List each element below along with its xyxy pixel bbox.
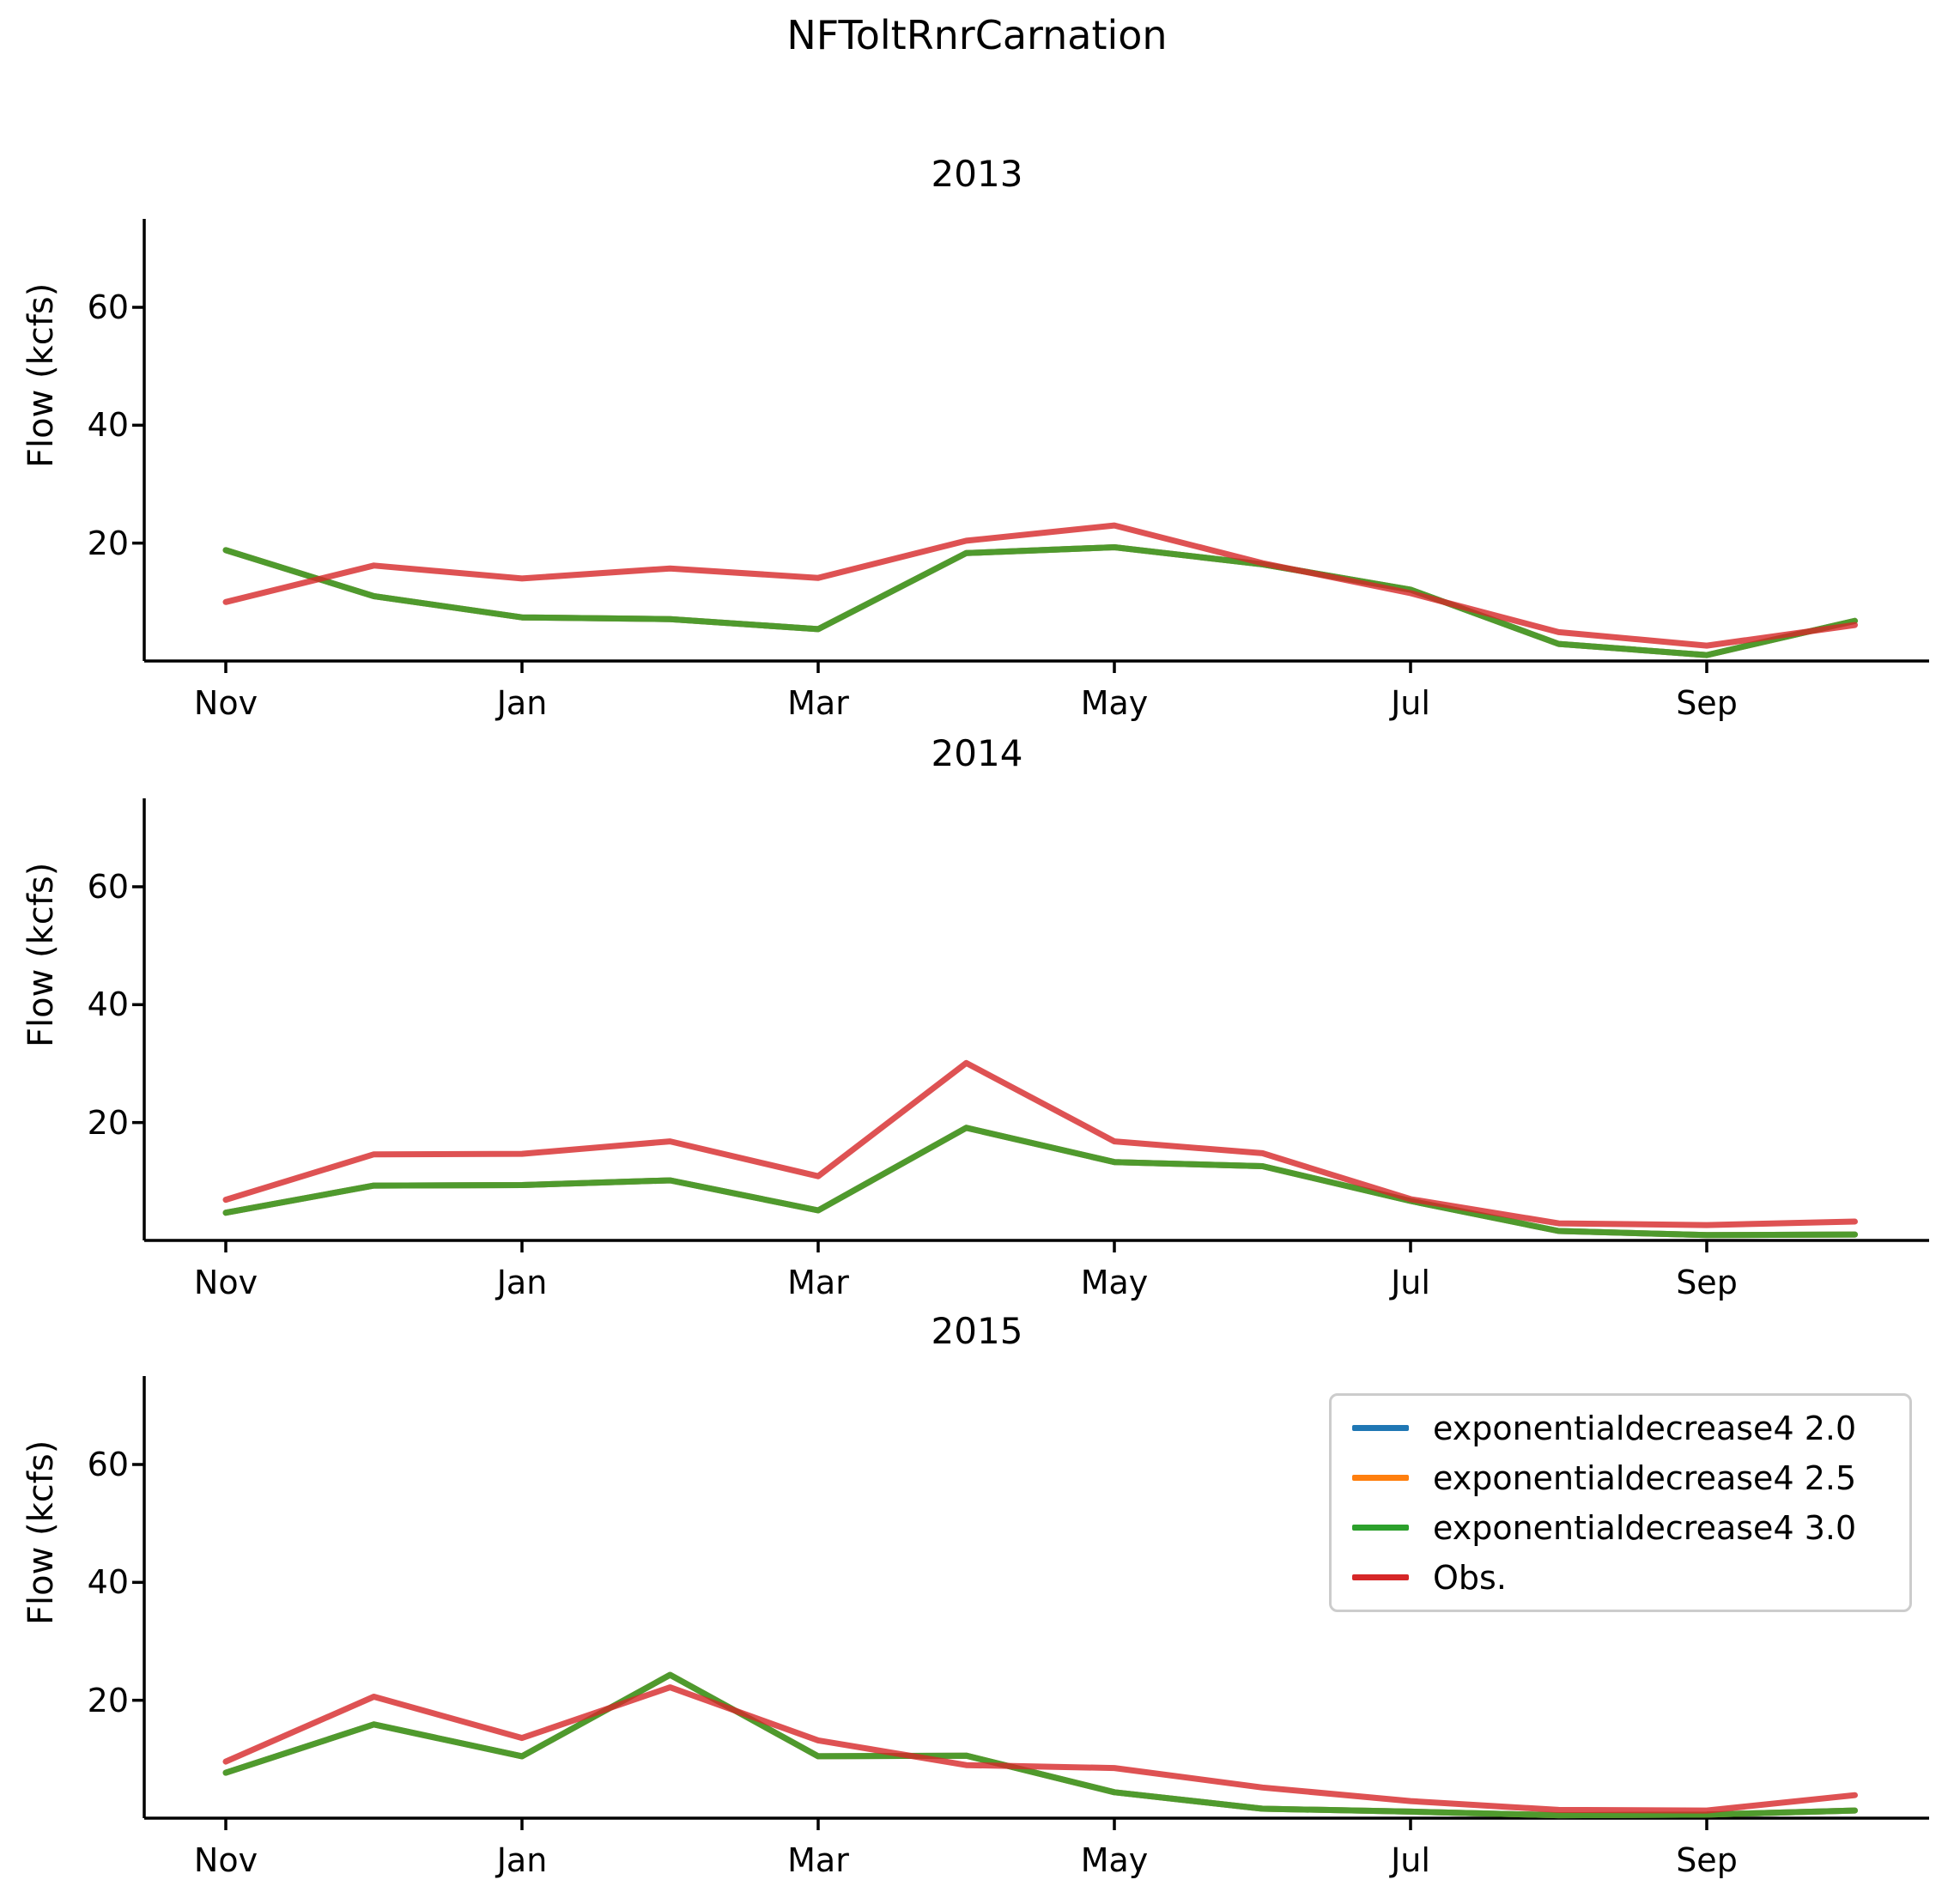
y-tick-label: 20 [87, 524, 129, 562]
x-tick-label: Mar [787, 1264, 849, 1301]
x-tick-label: Mar [787, 684, 849, 722]
series-line-exponentialdecrease4-3-0-2015 [222, 1671, 1858, 1819]
legend-label: exponentialdecrease4 2.0 [1433, 1409, 1857, 1447]
series-line-obs--2015 [222, 1684, 1858, 1814]
series-line-obs--2013 [222, 522, 1858, 649]
y-tick-label: 20 [87, 1681, 129, 1719]
legend-entry-model-3-0: exponentialdecrease4 3.0 [1332, 1509, 1909, 1547]
x-tick-label: May [1080, 1264, 1149, 1301]
y-tick-label: 60 [87, 288, 129, 326]
legend-label: Obs. [1433, 1558, 1507, 1597]
legend-label: exponentialdecrease4 3.0 [1433, 1508, 1857, 1547]
legend-box: exponentialdecrease4 2.0 exponentialdecr… [1329, 1393, 1912, 1612]
subplot-title-2013: 2013 [931, 153, 1023, 195]
x-tick-label: Sep [1676, 1264, 1738, 1301]
x-tick-label: May [1080, 1841, 1149, 1879]
x-tick-label: Nov [193, 684, 258, 722]
x-tick-label: Jul [1391, 684, 1430, 722]
legend-entry-model-2-0: exponentialdecrease4 2.0 [1332, 1410, 1909, 1447]
x-tick-label: Nov [193, 1841, 258, 1879]
x-tick-label: Jul [1391, 1841, 1430, 1879]
legend-label: exponentialdecrease4 2.5 [1433, 1458, 1857, 1497]
y-tick-label: 40 [87, 1563, 129, 1602]
subplot-title-2015: 2015 [931, 1310, 1023, 1352]
y-tick-label: 60 [87, 867, 129, 906]
x-tick-label: Mar [787, 1841, 849, 1879]
subplot-title-2014: 2014 [931, 732, 1023, 774]
y-tick-label: 40 [87, 985, 129, 1024]
x-tick-label: Jan [496, 684, 548, 722]
legend-line-swatch-blue [1352, 1425, 1409, 1431]
legend-line-swatch-green [1352, 1525, 1409, 1531]
series-line-obs--2014 [222, 1059, 1858, 1228]
x-tick-label: Jan [496, 1841, 548, 1879]
figure-title: NFToltRnrCarnation [786, 12, 1168, 58]
y-tick-label: 20 [87, 1103, 129, 1142]
legend-line-swatch-red [1352, 1574, 1409, 1580]
x-tick-label: May [1080, 684, 1149, 722]
series-line-exponentialdecrease4-3-0-2014 [222, 1125, 1858, 1239]
x-tick-label: Jan [496, 1264, 548, 1301]
x-tick-label: Jul [1391, 1264, 1430, 1301]
y-tick-label: 40 [87, 406, 129, 445]
legend-entry-obs: Obs. [1332, 1559, 1909, 1597]
legend-line-swatch-orange [1352, 1475, 1409, 1481]
x-tick-label: Sep [1676, 684, 1738, 722]
y-tick-label: 60 [87, 1445, 129, 1483]
x-tick-label: Nov [193, 1264, 258, 1301]
x-tick-label: Sep [1676, 1841, 1738, 1879]
series-line-exponentialdecrease4-3-0-2013 [222, 544, 1858, 658]
legend-entry-model-2-5: exponentialdecrease4 2.5 [1332, 1459, 1909, 1497]
